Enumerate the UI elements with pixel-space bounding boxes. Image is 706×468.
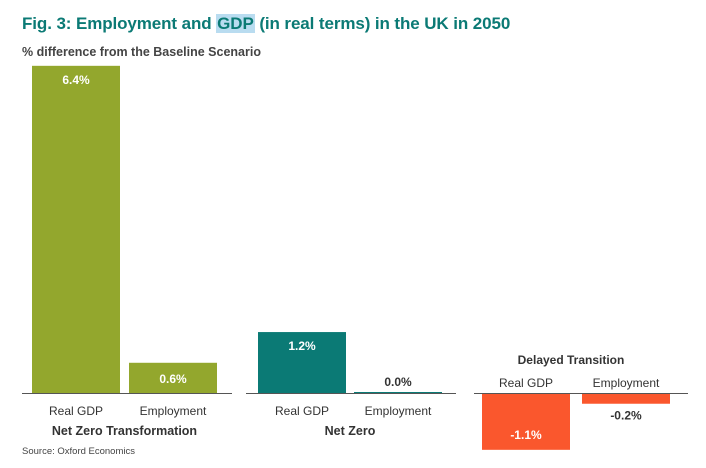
value-label-delayed-transition-0: -1.1% bbox=[510, 428, 542, 442]
chart-subtitle: % difference from the Baseline Scenario bbox=[22, 45, 261, 59]
chart-title-start: Fig. 3: Employment and bbox=[22, 14, 217, 33]
value-label-net-zero-1: 0.0% bbox=[384, 375, 412, 389]
bar-net-zero-transformation-real-gdp bbox=[32, 65, 120, 394]
bar-delayed-transition-real-gdp bbox=[482, 393, 570, 450]
value-label-net-zero-transformation-1: 0.6% bbox=[159, 372, 187, 386]
bar-net-zero-employment bbox=[354, 392, 442, 394]
category-label-delayed-transition-0: Real GDP bbox=[499, 376, 553, 390]
bar-net-zero-real-gdp bbox=[258, 332, 346, 394]
value-label-delayed-transition-1: -0.2% bbox=[610, 409, 642, 423]
chart-title: Fig. 3: Employment and GDP (in real term… bbox=[22, 14, 510, 34]
source-note: Source: Oxford Economics bbox=[22, 446, 135, 457]
category-label-net-zero-transformation-1: Employment bbox=[140, 404, 207, 418]
category-label-net-zero-transformation-0: Real GDP bbox=[49, 404, 103, 418]
value-label-net-zero-0: 1.2% bbox=[288, 339, 316, 353]
category-label-net-zero-0: Real GDP bbox=[275, 404, 329, 418]
chart-title-end: (in real terms) in the UK in 2050 bbox=[254, 14, 511, 33]
group-label-delayed-transition: Delayed Transition bbox=[518, 353, 625, 367]
bar-delayed-transition-employment bbox=[582, 393, 670, 404]
value-label-net-zero-transformation-0: 6.4% bbox=[62, 73, 90, 87]
group-label-net-zero-transformation: Net Zero Transformation bbox=[52, 424, 197, 438]
bar-net-zero-transformation-employment bbox=[129, 362, 217, 394]
category-label-delayed-transition-1: Employment bbox=[593, 376, 660, 390]
chart-title-highlighted-gdp: GDP bbox=[216, 14, 255, 33]
category-label-net-zero-1: Employment bbox=[365, 404, 432, 418]
group-label-net-zero: Net Zero bbox=[325, 424, 376, 438]
